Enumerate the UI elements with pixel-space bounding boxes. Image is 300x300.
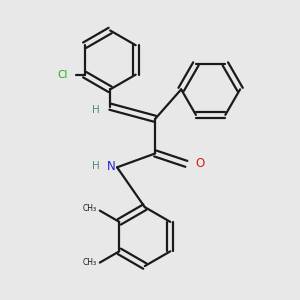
Text: Cl: Cl xyxy=(57,70,67,80)
Text: H: H xyxy=(92,105,100,115)
Text: N: N xyxy=(106,160,116,173)
Text: CH₃: CH₃ xyxy=(82,258,96,267)
Text: O: O xyxy=(195,158,204,170)
Text: H: H xyxy=(92,160,100,171)
Text: CH₃: CH₃ xyxy=(82,204,96,213)
